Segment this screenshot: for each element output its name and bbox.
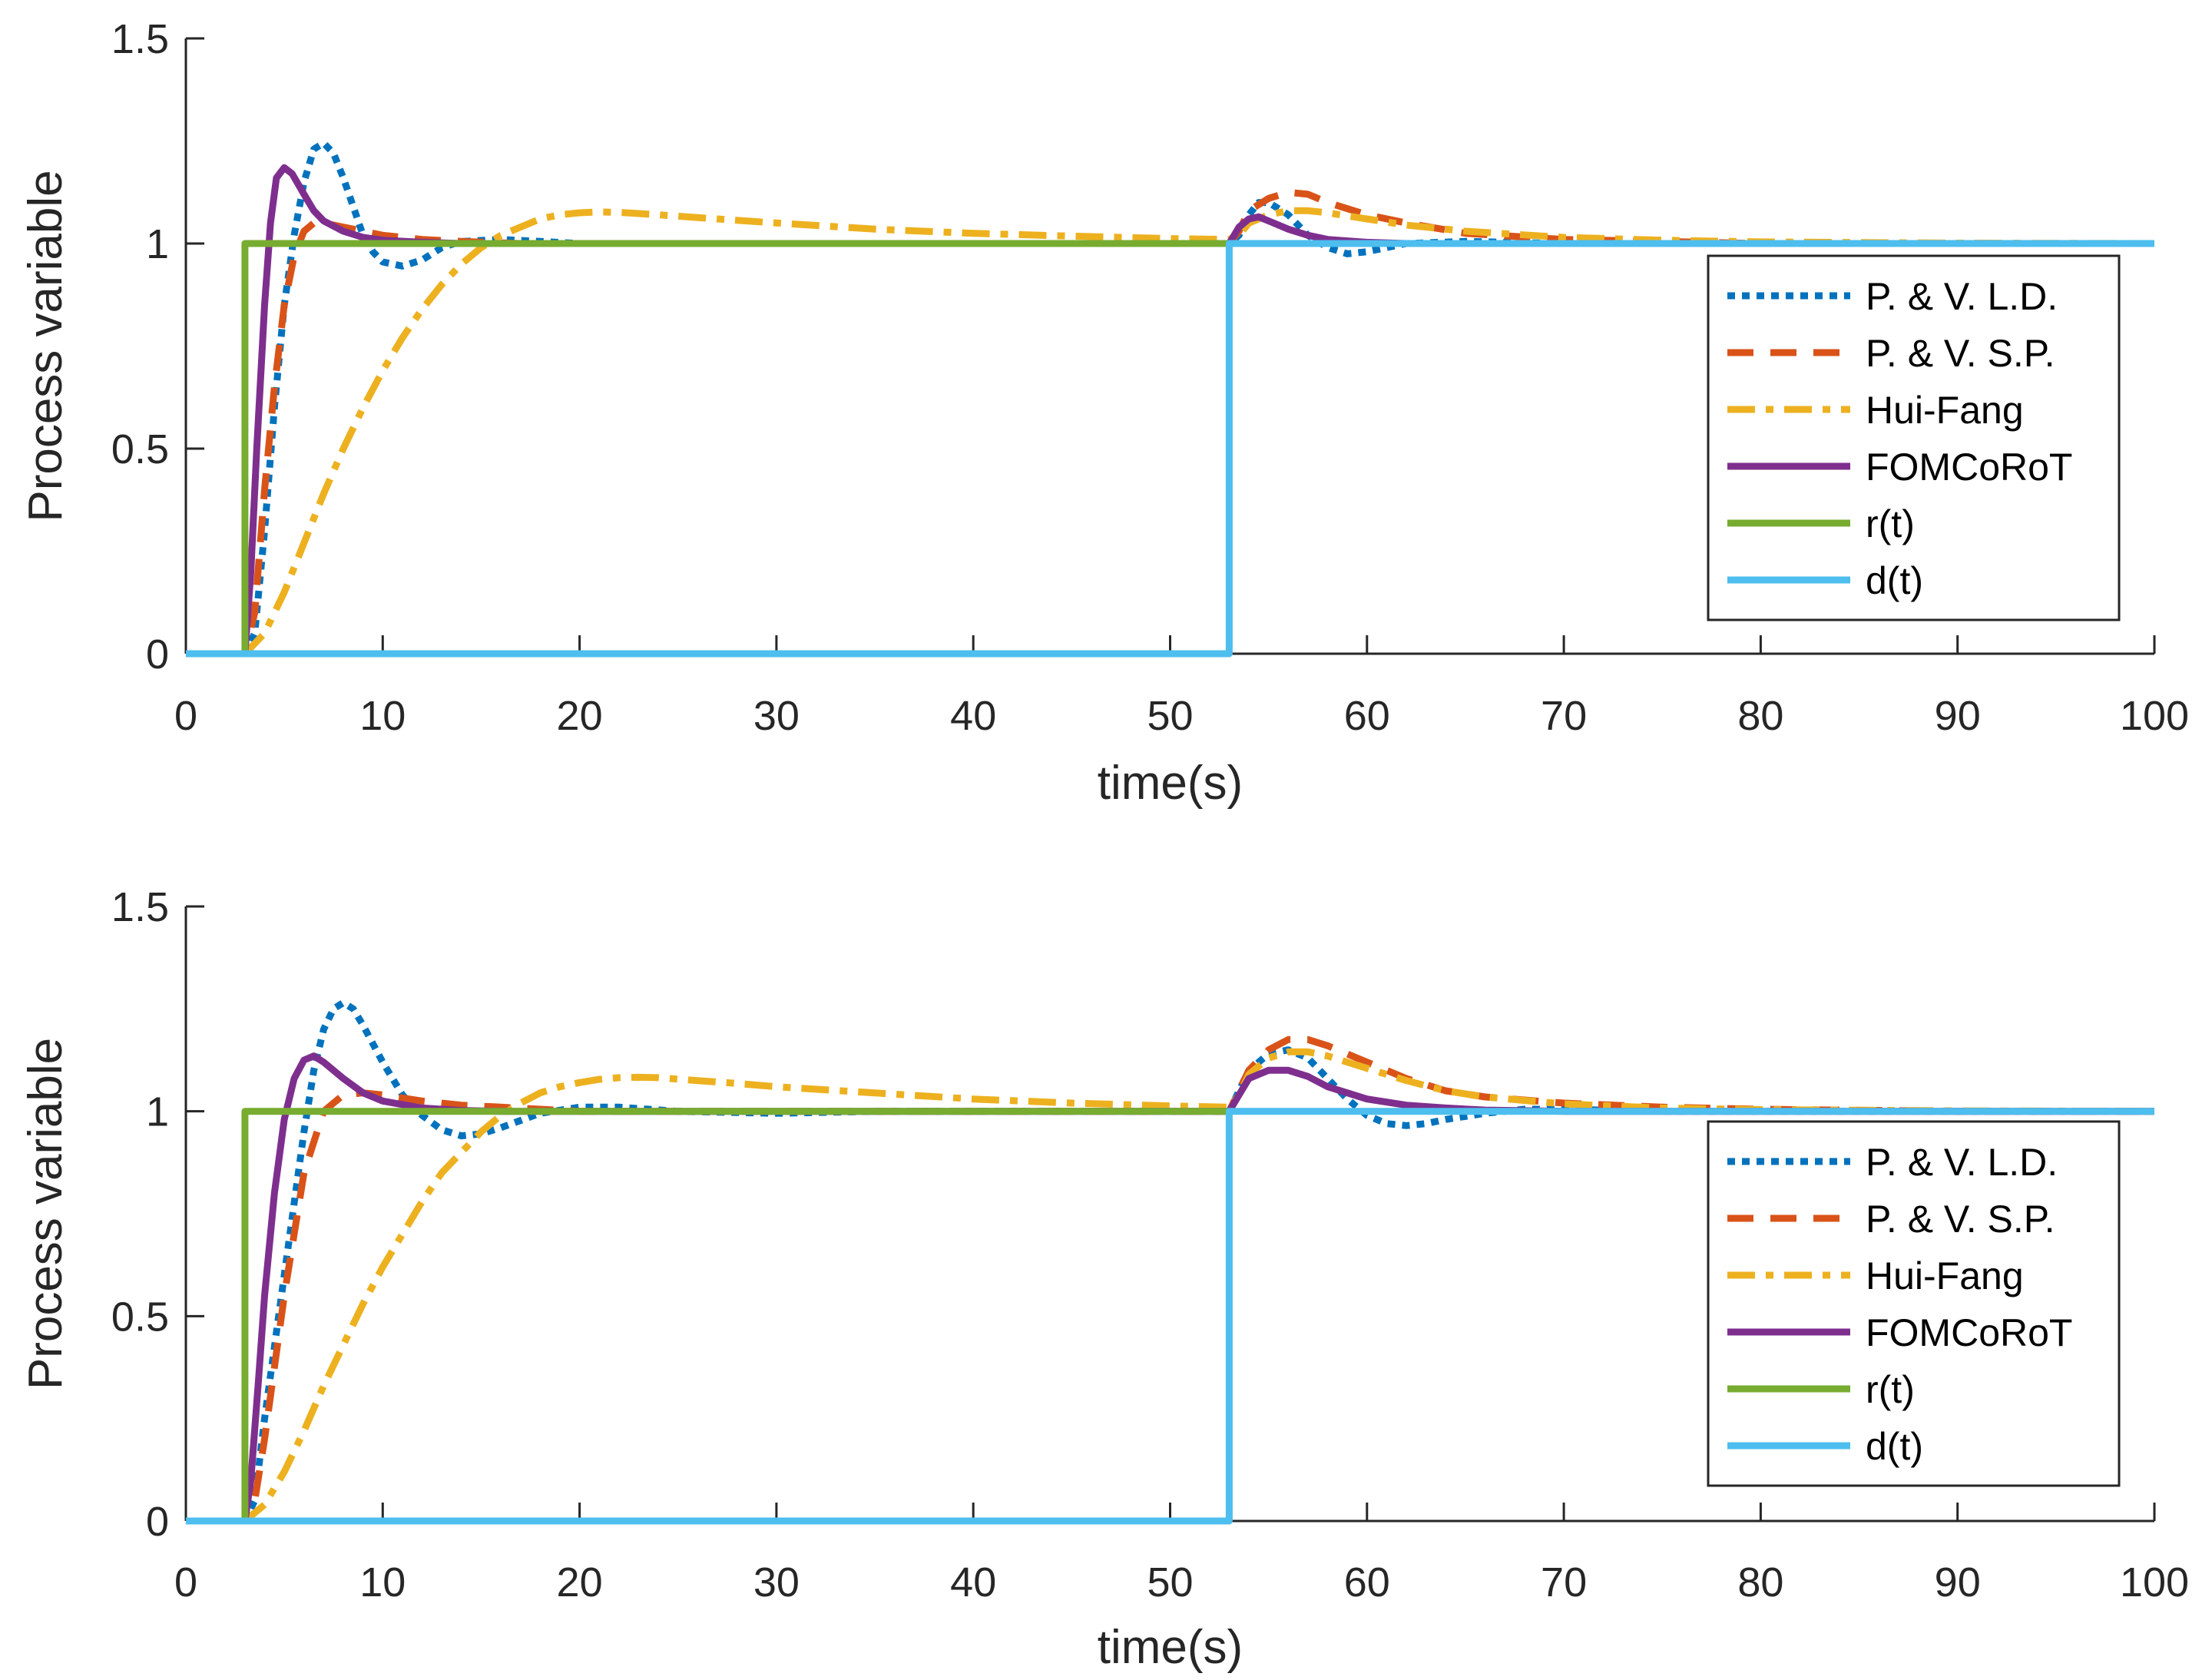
x-tick-label: 10 (359, 693, 406, 739)
top-chart-panel: 0 10 20 30 40 50 60 70 80 90 100 0 0.5 1 1.5 time(s) Pro… (19, 16, 2189, 810)
x-tick-label: 60 (1344, 1559, 1390, 1605)
series-line-hui-fang (186, 1048, 2155, 1525)
legend-label: r(t) (1866, 502, 1915, 545)
x-tick-label: 0 (174, 1559, 197, 1605)
legend-label: P. & V. S.P. (1866, 1198, 2055, 1241)
y-tick-label: 0 (146, 1499, 169, 1545)
legend-box (1707, 1120, 2121, 1487)
x-tick-label: 80 (1737, 1559, 1783, 1605)
x-tick-label: 30 (753, 693, 800, 739)
series-line-d-t (186, 240, 2154, 658)
x-tick-label: 40 (950, 1559, 996, 1605)
x-axis-label: time(s) (1098, 757, 1243, 810)
x-tick-label: 10 (359, 1559, 406, 1605)
series-line-hui-fang (186, 207, 2155, 658)
x-tick-label: 20 (557, 1559, 603, 1605)
x-tick-label: 50 (1147, 1559, 1193, 1605)
x-tick-label: 30 (753, 1559, 800, 1605)
legend-label: d(t) (1866, 559, 1923, 602)
legend-label: P. & V. L.D. (1866, 1141, 2058, 1184)
x-axis-label: time(s) (1098, 1621, 1243, 1674)
y-tick-label: 1.5 (111, 884, 169, 930)
x-tick-label: 100 (2120, 693, 2189, 739)
x-tick-label: 20 (557, 693, 603, 739)
x-tick-label: 60 (1344, 693, 1390, 739)
y-tick-label: 1.5 (111, 16, 169, 62)
legend-label: Hui-Fang (1866, 1254, 2024, 1297)
series-line-p-v-l-d (186, 139, 2154, 658)
x-tick-label: 70 (1541, 1559, 1587, 1605)
legend-label: FOMCoRoT (1866, 1311, 2072, 1354)
x-tick-label: 0 (174, 693, 197, 739)
legend-label: FOMCoRoT (1866, 446, 2072, 489)
y-axis-label: Process variable (19, 1038, 72, 1390)
series-line-d-t (186, 1108, 2154, 1525)
series-line-r-t (186, 1108, 1230, 1525)
bottom-chart-panel: 0 10 20 30 40 50 60 70 80 90 100 0 0.5 1 1.5 time(s) Pro… (19, 884, 2189, 1674)
legend-label: Hui-Fang (1866, 389, 2024, 432)
legend-box (1707, 254, 2121, 621)
series-line-fomcorot (186, 164, 2154, 658)
y-tick-label: 0.5 (111, 1294, 169, 1340)
x-tick-label: 80 (1737, 693, 1783, 739)
x-tick-label: 90 (1935, 693, 1981, 739)
legend-label: P. & V. L.D. (1866, 275, 2058, 318)
y-tick-label: 0 (146, 631, 169, 678)
y-tick-label: 0.5 (111, 426, 169, 472)
x-tick-label: 50 (1147, 693, 1193, 739)
legend-label: r(t) (1866, 1368, 1915, 1411)
x-tick-label: 70 (1541, 693, 1587, 739)
y-axis-label: Process variable (19, 170, 72, 522)
legend-label: P. & V. S.P. (1866, 332, 2055, 375)
series-line-p-v-l-d (186, 999, 2154, 1525)
y-tick-label: 1 (146, 221, 169, 267)
series-line-p-v-s-p (186, 188, 2154, 658)
y-tick-label: 1 (146, 1089, 169, 1135)
x-tick-label: 40 (950, 693, 996, 739)
x-tick-label: 90 (1935, 1559, 1981, 1605)
legend-label: d(t) (1866, 1425, 1923, 1468)
x-tick-label: 100 (2120, 1559, 2189, 1605)
